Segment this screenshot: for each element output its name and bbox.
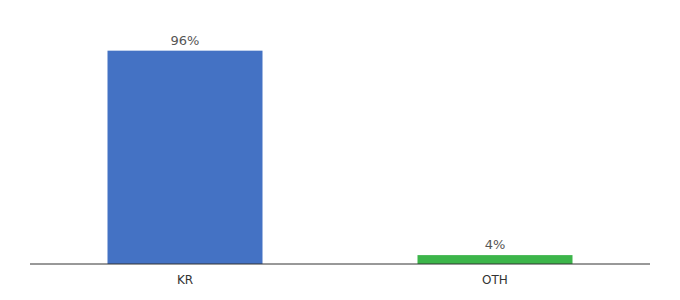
x-axis-line bbox=[30, 264, 650, 265]
data-label: 4% bbox=[485, 237, 506, 252]
bar bbox=[418, 255, 573, 264]
x-tick-label: OTH bbox=[482, 273, 508, 287]
chart-container: 96% 4% KR OTH bbox=[0, 0, 680, 300]
x-tick-label: KR bbox=[177, 273, 193, 287]
chart-svg: 96% 4% KR OTH bbox=[0, 0, 680, 300]
data-label: 96% bbox=[171, 33, 200, 48]
bar bbox=[108, 51, 263, 264]
x-axis: KR OTH bbox=[30, 264, 650, 287]
bars bbox=[108, 51, 573, 264]
data-labels: 96% 4% bbox=[171, 33, 506, 252]
